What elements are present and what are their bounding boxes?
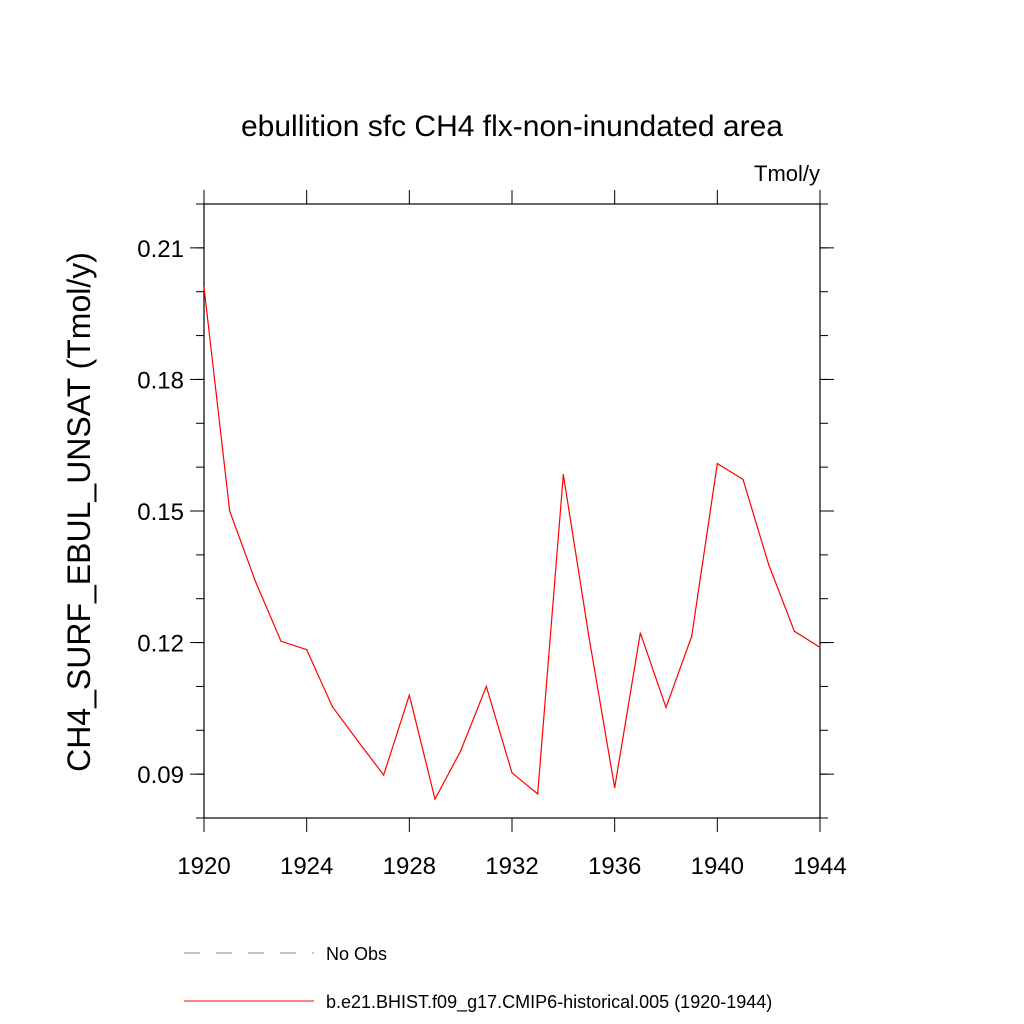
data-point bbox=[562, 473, 564, 476]
data-point bbox=[408, 694, 410, 696]
data-point bbox=[331, 706, 333, 708]
data-point bbox=[254, 580, 256, 582]
y-tick-label: 0.09 bbox=[137, 762, 184, 789]
x-tick-label: 1940 bbox=[691, 853, 744, 880]
y-tick-label: 0.18 bbox=[137, 367, 184, 394]
data-point bbox=[280, 640, 282, 642]
data-point bbox=[203, 286, 205, 288]
y-tick-label: 0.12 bbox=[137, 631, 184, 658]
data-point bbox=[793, 630, 795, 632]
y-tick-label: 0.21 bbox=[137, 236, 184, 263]
x-tick-label: 1920 bbox=[177, 853, 230, 880]
x-tick-label: 1932 bbox=[485, 853, 538, 880]
data-point bbox=[691, 635, 693, 638]
data-point bbox=[588, 636, 590, 638]
data-point bbox=[665, 706, 667, 709]
y-axis-ticks: 0.09 0.12 0.15 0.18 0.21 bbox=[137, 203, 834, 819]
units-label: Tmol/y bbox=[754, 161, 820, 186]
data-point bbox=[614, 787, 616, 789]
y-tick-label: 0.15 bbox=[137, 499, 184, 526]
series-line bbox=[203, 287, 821, 801]
legend-model-label: b.e21.BHIST.f09_g17.CMIP6-historical.005… bbox=[326, 992, 772, 1013]
x-tick-label: 1928 bbox=[383, 853, 436, 880]
data-point bbox=[306, 648, 308, 651]
legend: No Obs b.e21.BHIST.f09_g17.CMIP6-histori… bbox=[184, 944, 772, 1013]
data-point bbox=[460, 750, 462, 752]
plot-frame bbox=[203, 203, 821, 819]
data-point bbox=[229, 510, 231, 512]
data-point bbox=[485, 685, 487, 688]
legend-no-obs-label: No Obs bbox=[326, 944, 387, 964]
x-tick-label: 1936 bbox=[588, 853, 641, 880]
data-point bbox=[716, 463, 718, 465]
data-point bbox=[537, 793, 539, 795]
data-point bbox=[434, 798, 436, 800]
data-point bbox=[639, 632, 641, 634]
chart-title: ebullition sfc CH4 flx-non-inundated are… bbox=[241, 110, 783, 143]
data-point bbox=[383, 774, 385, 776]
data-point bbox=[768, 563, 770, 566]
data-point bbox=[511, 772, 513, 774]
series-group bbox=[203, 286, 821, 801]
y-axis-title: CH4_SURF_EBUL_UNSAT (Tmol/y) bbox=[61, 252, 97, 772]
x-axis-ticks: 1920 1924 1928 1932 1936 1940 1944 bbox=[177, 190, 847, 880]
data-point bbox=[357, 740, 359, 742]
data-point bbox=[742, 478, 744, 481]
data-point bbox=[819, 646, 821, 648]
x-tick-label: 1944 bbox=[793, 853, 846, 880]
x-tick-label: 1924 bbox=[280, 853, 333, 880]
